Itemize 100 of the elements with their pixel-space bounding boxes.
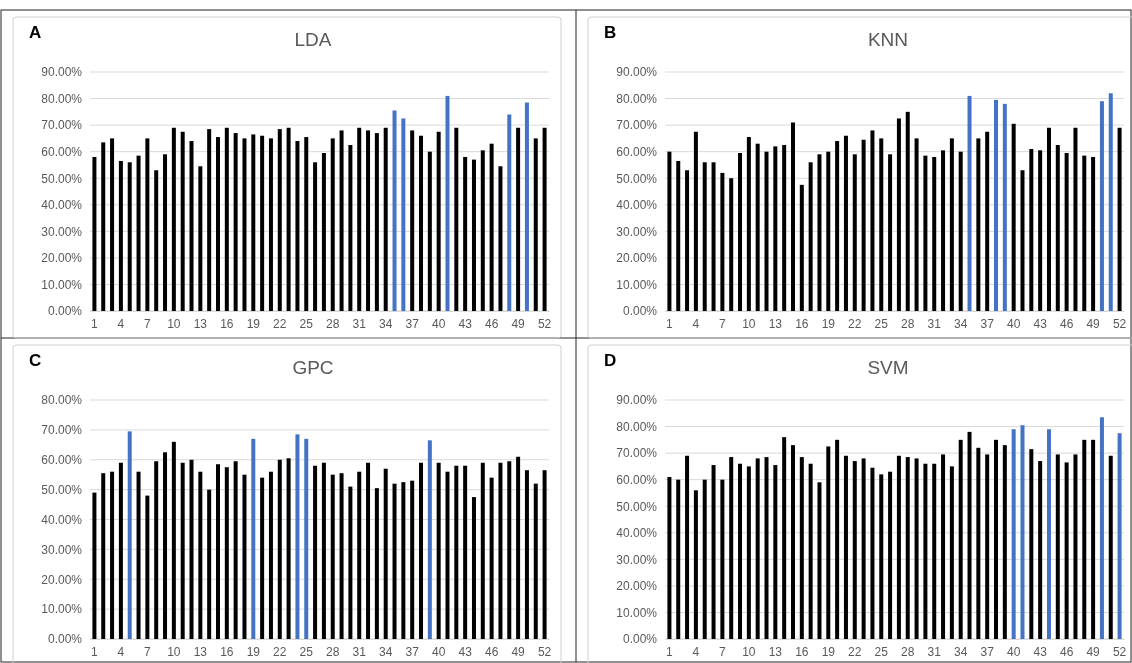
- bar: [92, 492, 97, 639]
- x-tick-label: 4: [692, 316, 700, 331]
- y-tick-label: 80.00%: [41, 393, 83, 408]
- bar: [127, 431, 132, 639]
- chart-title: SVM: [867, 357, 909, 378]
- y-tick-label: 40.00%: [616, 526, 658, 541]
- y-tick-label: 90.00%: [616, 393, 658, 408]
- x-tick-label: 7: [144, 316, 152, 331]
- bar: [92, 156, 97, 311]
- text: B: [604, 23, 617, 42]
- x-tick-label: 13: [768, 316, 783, 331]
- bar: [985, 454, 990, 639]
- bar: [207, 489, 212, 639]
- bar: [1117, 433, 1122, 639]
- bar: [321, 462, 326, 639]
- x-tick-label: 19: [246, 316, 261, 331]
- x-tick-label: 34: [954, 316, 968, 331]
- bar: [843, 135, 848, 311]
- x-tick-label: 34: [379, 316, 393, 331]
- bar: [330, 138, 335, 311]
- bar: [242, 474, 247, 639]
- bar: [507, 461, 512, 639]
- bar: [835, 439, 840, 639]
- x-tick-label: 4: [117, 644, 125, 659]
- bar: [879, 474, 884, 639]
- bar: [773, 465, 778, 639]
- bar: [870, 130, 875, 311]
- bar: [843, 455, 848, 639]
- bar: [976, 447, 981, 639]
- y-tick-label: 70.00%: [41, 118, 83, 133]
- bar: [817, 482, 822, 639]
- y-tick-label: 0.00%: [622, 632, 658, 647]
- bar: [339, 473, 344, 639]
- bar: [480, 150, 485, 311]
- bar: [702, 479, 707, 639]
- bar: [967, 431, 972, 639]
- bar: [516, 456, 521, 639]
- bar: [879, 138, 884, 311]
- bar: [154, 461, 159, 639]
- bar: [1091, 156, 1096, 311]
- x-tick-label: 13: [193, 316, 208, 331]
- bar: [676, 160, 681, 311]
- bar: [524, 470, 529, 639]
- bar: [357, 471, 362, 639]
- y-tick-label: 60.00%: [41, 145, 83, 160]
- bar: [436, 462, 441, 639]
- x-tick-label: 31: [927, 644, 942, 659]
- bar: [1064, 462, 1069, 639]
- x-tick-label: 7: [719, 644, 727, 659]
- x-tick-label: 28: [326, 644, 340, 659]
- bar: [401, 118, 406, 311]
- bar: [330, 474, 335, 639]
- bar: [366, 130, 371, 311]
- bar: [533, 483, 538, 639]
- bar: [773, 146, 778, 311]
- x-tick-label: 13: [768, 644, 783, 659]
- bar: [685, 455, 690, 639]
- bar: [676, 479, 681, 639]
- bar: [286, 458, 291, 639]
- bar: [215, 137, 220, 311]
- bar: [207, 129, 212, 311]
- bar: [419, 462, 424, 639]
- x-tick-label: 16: [220, 644, 234, 659]
- x-tick-label: 49: [511, 644, 526, 659]
- y-tick-label: 70.00%: [616, 446, 658, 461]
- y-tick-label: 40.00%: [41, 198, 83, 213]
- bar: [295, 434, 300, 639]
- bar: [896, 118, 901, 311]
- x-tick-label: 37: [980, 316, 995, 331]
- bar: [471, 159, 476, 311]
- x-tick-label: 22: [848, 644, 862, 659]
- bar: [738, 152, 743, 311]
- bar: [454, 465, 459, 639]
- x-tick-label: 52: [537, 316, 552, 331]
- bar: [967, 95, 972, 311]
- bar: [720, 172, 725, 311]
- bar: [1046, 429, 1051, 639]
- text: D: [604, 351, 617, 370]
- bar: [463, 465, 468, 639]
- bar: [445, 471, 450, 639]
- bar: [738, 463, 743, 639]
- y-tick-label: 10.00%: [41, 602, 83, 617]
- y-tick-label: 90.00%: [41, 65, 83, 80]
- x-tick-label: 10: [167, 644, 181, 659]
- bar: [1020, 425, 1025, 639]
- bar: [145, 495, 150, 639]
- bar: [1020, 170, 1025, 311]
- x-tick-label: 22: [273, 644, 287, 659]
- y-tick-label: 20.00%: [41, 251, 83, 266]
- bar: [198, 471, 203, 639]
- x-tick-label: 7: [719, 316, 727, 331]
- x-tick-label: 43: [1033, 316, 1048, 331]
- chart-title: LDA: [294, 29, 332, 50]
- bar: [1099, 417, 1104, 639]
- bar: [427, 151, 432, 311]
- bar: [171, 127, 176, 311]
- bar: [994, 99, 999, 311]
- bar: [410, 130, 415, 311]
- bar: [189, 459, 194, 639]
- x-tick-label: 22: [848, 316, 862, 331]
